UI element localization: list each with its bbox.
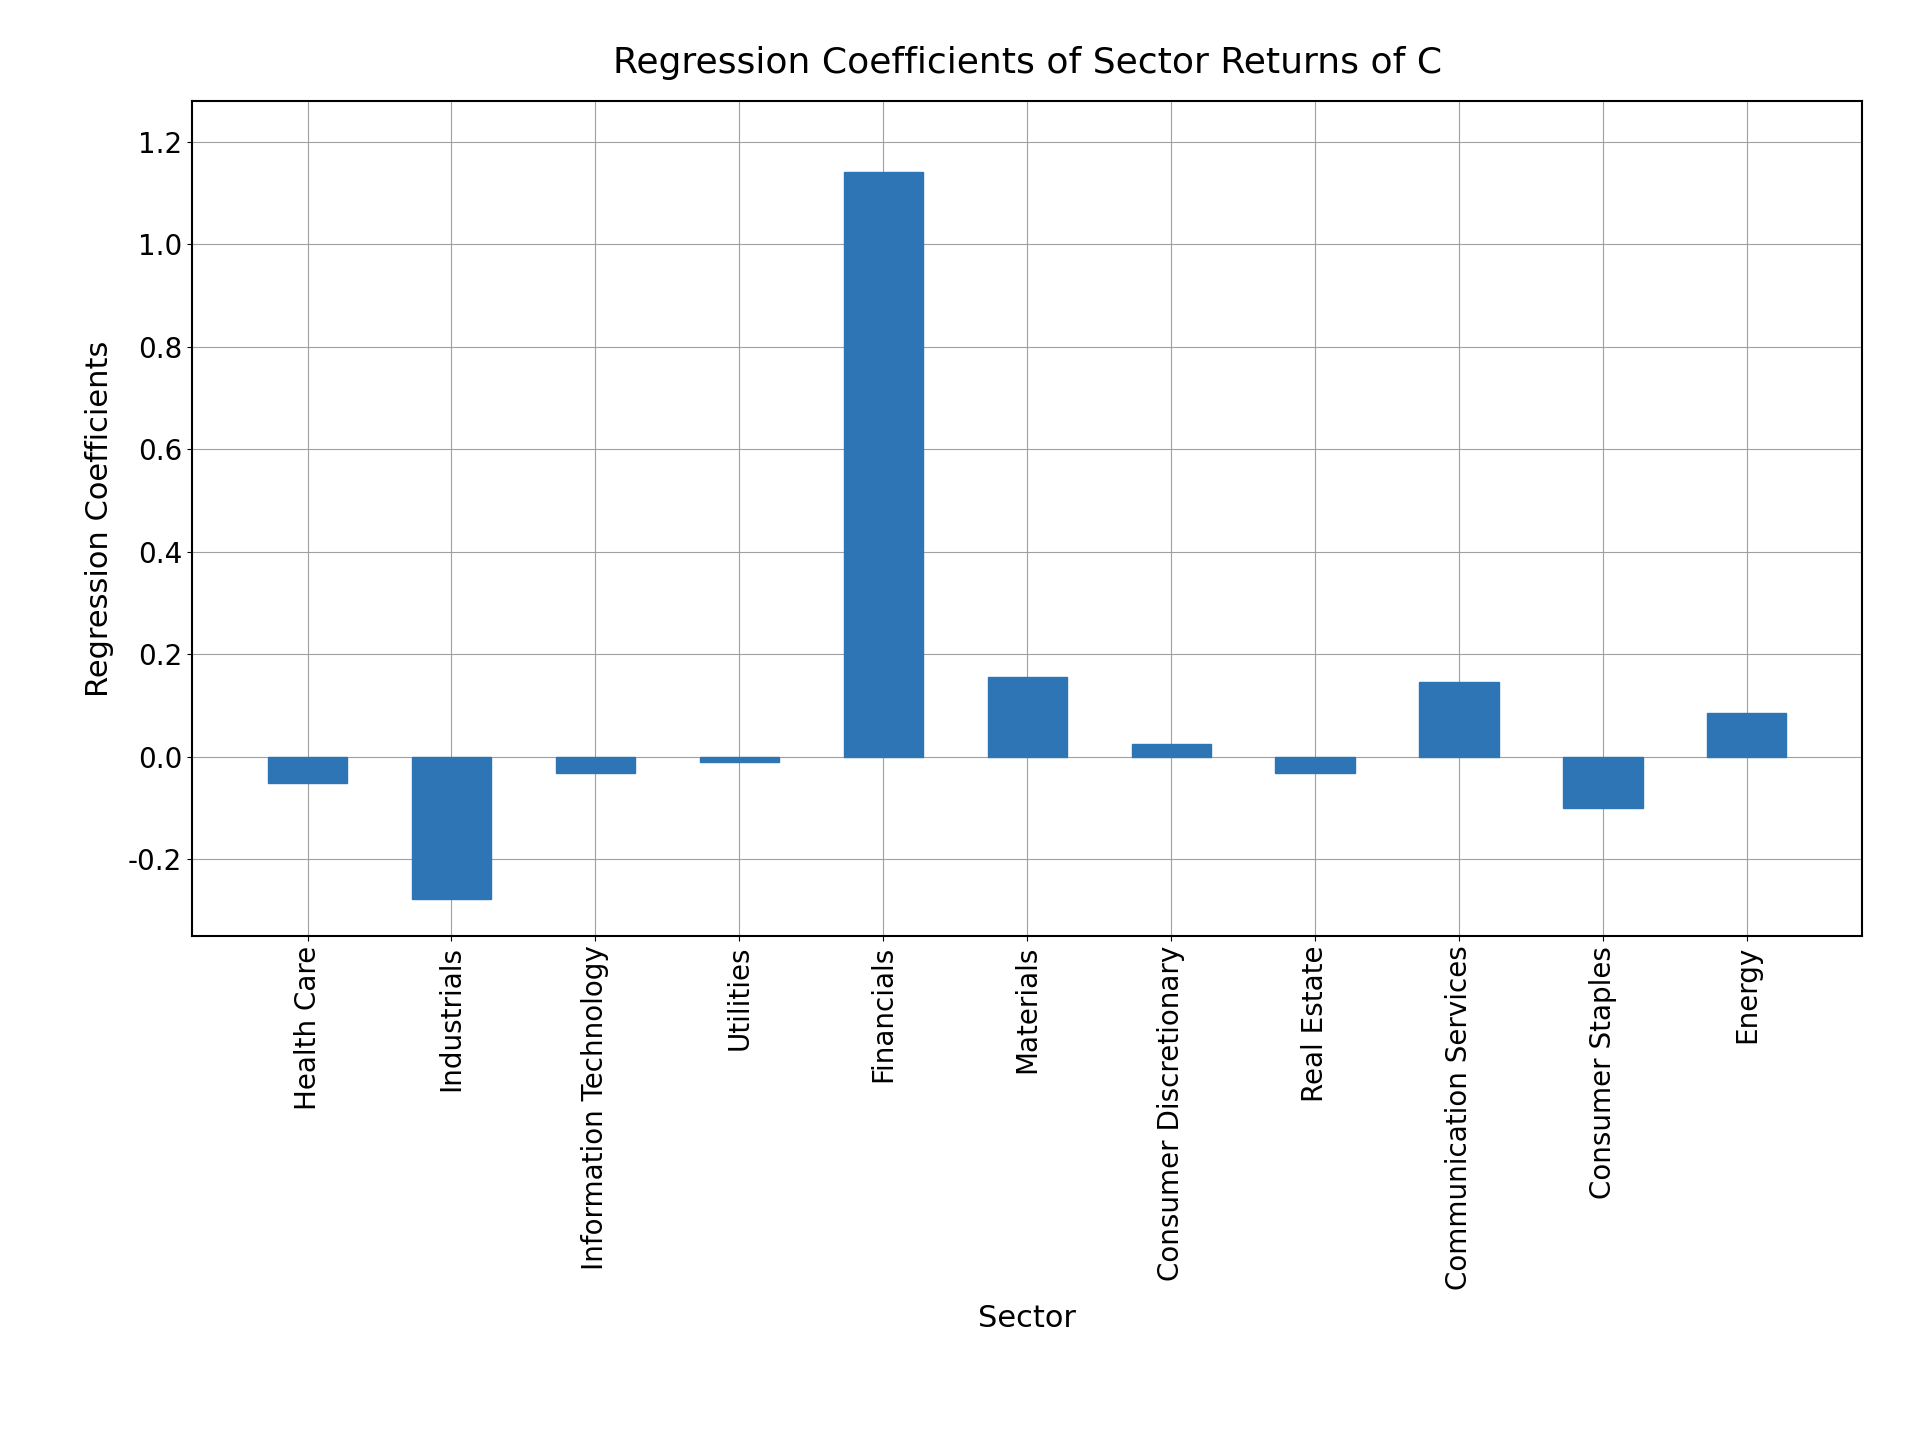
Bar [987, 677, 1068, 756]
Bar [699, 756, 780, 762]
Bar [555, 756, 636, 773]
X-axis label: Sector: Sector [977, 1305, 1077, 1333]
Bar [1419, 683, 1500, 756]
Bar [1131, 744, 1212, 756]
Bar [1707, 713, 1786, 756]
Bar [413, 756, 492, 899]
Title: Regression Coefficients of Sector Returns of C: Regression Coefficients of Sector Return… [612, 46, 1442, 81]
Y-axis label: Regression Coefficients: Regression Coefficients [84, 340, 113, 697]
Bar [269, 756, 348, 783]
Bar [843, 171, 924, 756]
Bar [1563, 756, 1642, 808]
Bar [1275, 756, 1356, 773]
